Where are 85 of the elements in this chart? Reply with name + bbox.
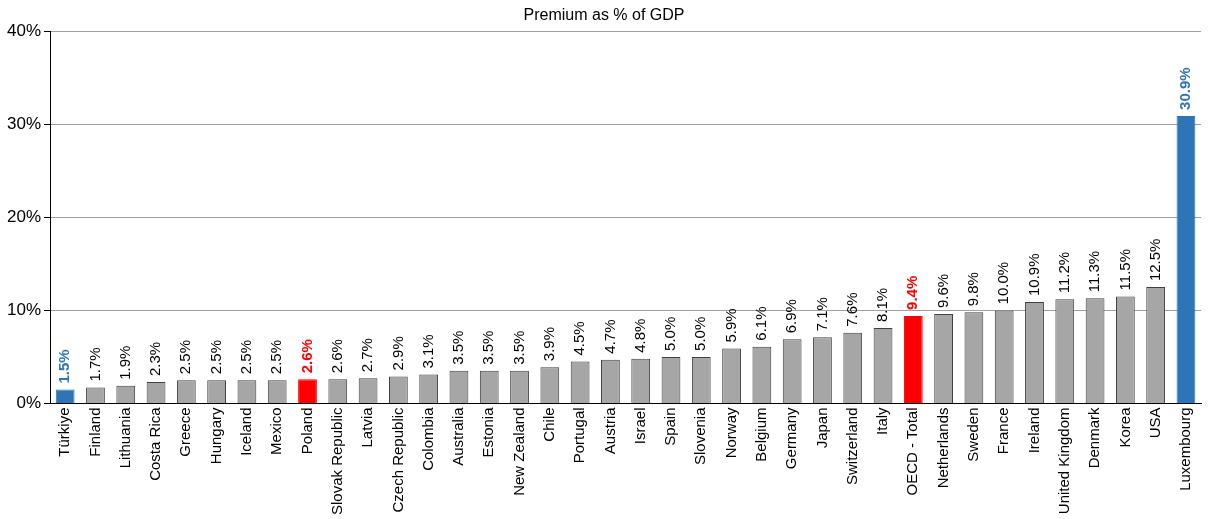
- data-label: 7.6%: [842, 292, 860, 327]
- data-label: 5.0%: [691, 316, 709, 351]
- x-tick-label: Türkiye: [55, 407, 73, 457]
- data-label: 4.5%: [570, 321, 588, 356]
- data-label: 10.0%: [994, 261, 1012, 305]
- y-tick-label: 30%: [6, 113, 42, 133]
- data-label: 4.8%: [630, 318, 648, 353]
- y-tick-label: 40%: [6, 20, 42, 40]
- data-label: 6.1%: [752, 306, 770, 341]
- x-tick-label: Germany: [782, 406, 800, 470]
- x-tick-label: Poland: [297, 407, 315, 455]
- x-tick-label: Netherlands: [933, 407, 951, 489]
- x-tick-label: Austria: [600, 406, 618, 455]
- data-label: 6.9%: [782, 299, 800, 334]
- x-tick-label: Australia: [449, 406, 467, 466]
- data-label: 9.8%: [964, 272, 982, 307]
- data-label: 3.5%: [449, 330, 467, 365]
- data-label: 1.5%: [55, 349, 73, 384]
- x-tick-label: United Kingdom: [1054, 407, 1072, 515]
- x-tick-label: Spain: [661, 407, 679, 446]
- x-tick-label: Ireland: [1024, 407, 1042, 454]
- x-tick-label: Iceland: [237, 407, 255, 456]
- data-label: 5.9%: [721, 308, 739, 343]
- data-label: 10.9%: [1024, 253, 1042, 297]
- chart-title: Premium as % of GDP: [523, 6, 685, 24]
- data-label: 2.6%: [297, 339, 315, 374]
- x-tick-label: Chile: [539, 407, 557, 442]
- x-tick-label: Mexico: [267, 407, 285, 455]
- data-label: 8.1%: [873, 287, 891, 323]
- data-label: 2.5%: [206, 339, 224, 375]
- data-label: 11.5%: [1115, 249, 1133, 291]
- x-tick-label: OECD - Total: [903, 407, 921, 496]
- x-tick-label: New Zealand: [509, 407, 527, 496]
- data-label: 2.3%: [146, 341, 164, 377]
- y-tick-label: 20%: [6, 207, 42, 227]
- data-label: 9.4%: [903, 275, 921, 310]
- data-label: 2.7%: [358, 338, 376, 373]
- x-tick-label: Latvia: [358, 406, 376, 448]
- x-tick-label: Sweden: [964, 407, 982, 462]
- data-label: 2.6%: [327, 339, 345, 374]
- data-label: 2.5%: [237, 339, 255, 375]
- y-tick-label: 10%: [6, 300, 42, 320]
- x-tick-label: Portugal: [570, 407, 588, 464]
- x-tick-label: Denmark: [1085, 406, 1103, 469]
- x-tick-label: Hungary: [206, 406, 224, 465]
- y-tick-label: 0%: [16, 393, 42, 413]
- data-label: 3.5%: [479, 330, 497, 365]
- x-tick-label: Korea: [1115, 406, 1133, 448]
- data-label: 3.9%: [539, 326, 557, 362]
- x-tick-label: Slovenia: [691, 406, 709, 465]
- bar: [903, 315, 923, 403]
- data-label: 30.9%: [1176, 67, 1194, 110]
- x-tick-label: Colombia: [418, 406, 436, 471]
- x-tick-label: Slovak Republic: [327, 406, 345, 516]
- x-tick-label: Belgium: [752, 407, 770, 462]
- x-tick-label: Norway: [721, 406, 739, 459]
- x-tick-label: Japan: [812, 407, 830, 449]
- data-label: 1.7%: [85, 347, 103, 382]
- data-label: 2.9%: [388, 336, 406, 371]
- data-label: 4.7%: [600, 319, 618, 354]
- x-tick-label: Israel: [630, 407, 648, 445]
- x-tick-label: Switzerland: [842, 407, 860, 485]
- x-tick-label: Greece: [176, 407, 194, 457]
- x-tick-label: Estonia: [479, 406, 497, 458]
- data-label: 11.3%: [1085, 250, 1103, 293]
- data-label: 3.5%: [509, 330, 527, 365]
- x-tick-label: Costa Rica: [146, 406, 164, 481]
- data-label: 7.1%: [812, 297, 830, 332]
- x-tick-label: Czech Republic: [388, 406, 406, 513]
- x-tick-label: Finland: [85, 407, 103, 457]
- data-label: 9.6%: [933, 273, 951, 309]
- data-label: 11.2%: [1054, 251, 1072, 294]
- x-tick-label: France: [994, 407, 1012, 455]
- data-label: 3.1%: [418, 334, 436, 369]
- bar: [1176, 115, 1196, 403]
- data-label: 2.5%: [176, 339, 194, 375]
- x-tick-label: Lithuania: [115, 406, 133, 469]
- data-label: 5.0%: [661, 316, 679, 351]
- x-tick-label: USA: [1145, 407, 1163, 439]
- x-tick-label: Luxembourg: [1176, 407, 1194, 491]
- bar: [298, 379, 317, 403]
- data-label: 1.9%: [115, 345, 133, 380]
- data-label: 12.5%: [1145, 238, 1163, 282]
- x-tick-label: Italy: [873, 406, 891, 435]
- data-label: 2.5%: [267, 339, 285, 375]
